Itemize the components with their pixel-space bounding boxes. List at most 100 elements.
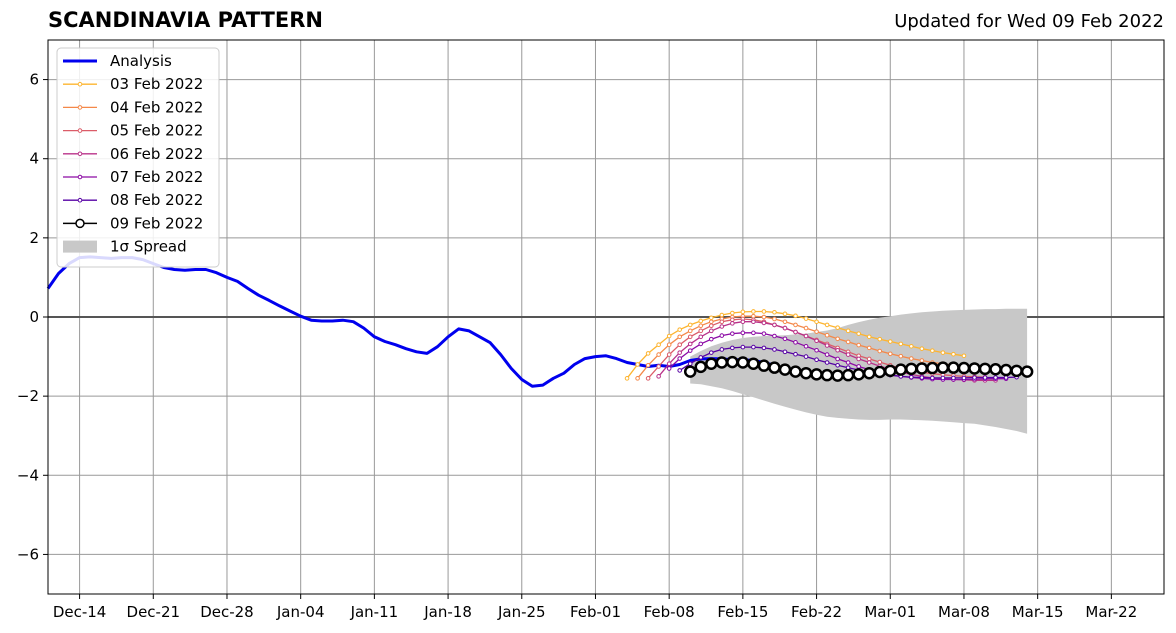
forecast-marker-06-feb-2022	[666, 361, 672, 366]
forecast-marker-09-feb-2022	[799, 366, 813, 380]
forecast-marker-09-feb-2022	[841, 368, 855, 382]
forecast-marker-08-feb-2022	[982, 375, 988, 380]
forecast-marker-03-feb-2022	[719, 312, 725, 318]
forecast-marker-06-feb-2022	[856, 356, 861, 362]
forecast-marker-08-feb-2022	[677, 368, 682, 373]
legend-swatch-marker	[75, 218, 85, 229]
forecast-marker-08-feb-2022	[1003, 375, 1009, 380]
y-tick-label: 2	[29, 229, 39, 247]
forecast-marker-08-feb-2022	[698, 355, 704, 360]
forecast-marker-04-feb-2022	[803, 325, 809, 331]
forecast-marker-05-feb-2022	[645, 376, 651, 381]
forecast-marker-06-feb-2022	[782, 325, 788, 331]
grid-layer	[48, 40, 1164, 594]
forecast-marker-08-feb-2022	[761, 345, 767, 351]
x-tick-label: Feb-22	[791, 603, 842, 621]
forecast-marker-03-feb-2022	[814, 319, 819, 325]
forecast-marker-04-feb-2022	[782, 319, 788, 325]
legend-box	[56, 47, 220, 268]
forecast-marker-09-feb-2022	[1010, 364, 1023, 378]
x-tick-label: Feb-15	[717, 603, 768, 621]
legend-label: 07 Feb 2022	[110, 168, 203, 186]
forecast-marker-03-feb-2022	[877, 336, 883, 342]
legend-label: 05 Feb 2022	[110, 122, 203, 140]
forecast-marker-07-feb-2022	[814, 347, 819, 353]
forecast-marker-09-feb-2022	[852, 368, 865, 381]
axis-layer: Dec-14 Dec-21 Dec-28 Jan-04 Jan-11 Jan-18 Jan-…	[17, 39, 1165, 621]
forecast-marker-07-feb-2022	[740, 330, 746, 336]
forecast-marker-04-feb-2022	[751, 313, 756, 319]
forecast-marker-03-feb-2022	[898, 341, 904, 347]
forecast-marker-03-feb-2022	[708, 315, 714, 321]
forecast-marker-05-feb-2022	[698, 328, 704, 334]
forecast-marker-04-feb-2022	[866, 345, 872, 351]
legend-swatch-marker	[77, 197, 83, 203]
y-tick-label: 0	[29, 308, 39, 326]
forecast-marker-09-feb-2022	[873, 365, 886, 379]
forecast-marker-03-feb-2022	[793, 313, 798, 319]
x-tick-label: Dec-14	[53, 603, 107, 621]
forecast-marker-06-feb-2022	[708, 328, 714, 334]
forecast-marker-09-feb-2022	[978, 362, 992, 376]
forecast-marker-07-feb-2022	[835, 356, 840, 362]
forecast-marker-03-feb-2022	[866, 334, 872, 340]
forecast-marker-04-feb-2022	[635, 376, 640, 381]
forecast-marker-08-feb-2022	[940, 375, 946, 381]
legend-label: 1σ Spread	[110, 238, 187, 256]
forecast-marker-09-feb-2022	[1020, 365, 1034, 378]
forecast-marker-09-feb-2022	[862, 366, 876, 380]
forecast-marker-04-feb-2022	[666, 342, 672, 348]
forecast-marker-08-feb-2022	[919, 375, 925, 380]
forecast-marker-06-feb-2022	[772, 322, 777, 328]
x-tick-label: Jan-25	[497, 603, 546, 621]
forecast-marker-06-feb-2022	[730, 321, 735, 326]
forecast-marker-03-feb-2022	[687, 322, 693, 328]
forecast-marker-09-feb-2022	[820, 368, 834, 382]
forecast-marker-09-feb-2022	[831, 369, 844, 382]
forecast-marker-07-feb-2022	[761, 331, 767, 336]
forecast-marker-08-feb-2022	[930, 375, 935, 381]
forecast-marker-04-feb-2022	[877, 348, 883, 354]
x-tick-label: Mar-15	[1012, 603, 1064, 621]
legend-label: 08 Feb 2022	[110, 191, 203, 209]
forecast-marker-06-feb-2022	[740, 319, 746, 325]
forecast-marker-06-feb-2022	[835, 347, 840, 353]
forecast-marker-03-feb-2022	[761, 309, 767, 314]
forecast-marker-03-feb-2022	[751, 309, 756, 314]
y-tick-label: −4	[17, 466, 39, 484]
forecast-marker-07-feb-2022	[719, 333, 725, 338]
forecast-marker-08-feb-2022	[730, 345, 735, 351]
y-tick-label: −2	[17, 387, 39, 405]
forecast-marker-06-feb-2022	[803, 333, 809, 339]
legend-swatch-marker	[77, 174, 83, 180]
forecast-marker-03-feb-2022	[824, 322, 830, 328]
forecast-marker-03-feb-2022	[698, 318, 704, 324]
forecast-marker-09-feb-2022	[989, 362, 1002, 376]
y-tick-label: 4	[29, 150, 39, 168]
forecast-marker-08-feb-2022	[951, 375, 956, 381]
forecast-marker-05-feb-2022	[656, 364, 661, 369]
forecast-marker-03-feb-2022	[930, 348, 935, 353]
forecast-marker-09-feb-2022	[747, 357, 760, 370]
forecast-marker-04-feb-2022	[824, 332, 830, 338]
analysis-line	[46, 255, 775, 388]
forecast-marker-08-feb-2022	[909, 374, 914, 380]
legend-swatch-marker	[77, 151, 83, 157]
forecast-marker-03-feb-2022	[677, 327, 682, 332]
forecast-marker-09-feb-2022	[936, 361, 950, 374]
forecast-marker-09-feb-2022	[926, 361, 939, 375]
forecast-marker-05-feb-2022	[687, 334, 693, 340]
legend-swatch-marker	[77, 128, 83, 133]
forecast-marker-04-feb-2022	[656, 352, 661, 357]
forecast-marker-04-feb-2022	[887, 351, 893, 357]
forecast-marker-06-feb-2022	[761, 320, 767, 326]
forecast-marker-09-feb-2022	[683, 365, 697, 378]
forecast-marker-03-feb-2022	[782, 311, 788, 317]
forecast-marker-04-feb-2022	[898, 353, 904, 359]
forecast-marker-03-feb-2022	[656, 342, 661, 348]
forecast-marker-07-feb-2022	[772, 333, 777, 339]
forecast-marker-08-feb-2022	[824, 360, 830, 365]
forecast-marker-06-feb-2022	[824, 343, 830, 348]
analysis-layer	[46, 255, 775, 388]
